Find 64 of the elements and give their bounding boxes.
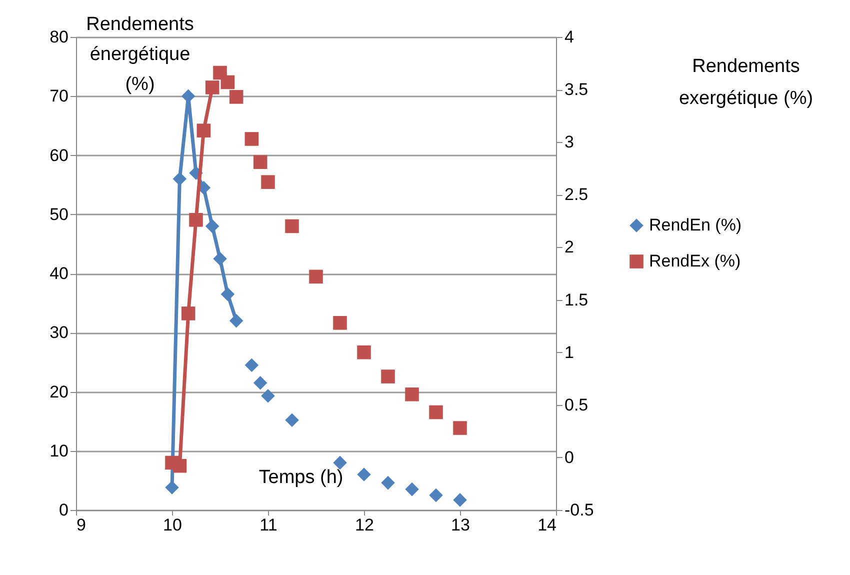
y-tick-label: 60 — [50, 146, 68, 165]
legend-label: RendEn (%) — [649, 216, 742, 234]
y-tick-label: 80 — [50, 28, 68, 46]
point — [229, 314, 244, 328]
x-tick-label: 13 — [451, 516, 470, 534]
point — [172, 172, 187, 186]
point — [220, 287, 235, 302]
y2-tick-label: 2 — [564, 238, 574, 257]
x-tick-label: 14 — [538, 516, 556, 534]
x-tick-label: 11 — [260, 516, 278, 534]
point — [285, 413, 299, 428]
point — [244, 358, 259, 372]
y2-tick-label: 3 — [564, 132, 574, 152]
point — [181, 306, 196, 320]
y2-tick-label: 3.5 — [564, 80, 588, 100]
y-tick-label: 30 — [50, 323, 68, 342]
point — [189, 213, 203, 227]
x-tick-label: 12 — [355, 516, 374, 534]
point — [253, 376, 268, 390]
point — [196, 124, 211, 138]
point — [309, 270, 323, 284]
y-axis-title: Rendements énergétique (%) — [86, 14, 194, 95]
point — [381, 370, 395, 384]
x-tick-label: 9 — [76, 516, 86, 534]
point — [453, 493, 467, 507]
legend-label: RendEx (%) — [649, 252, 741, 270]
point — [244, 132, 259, 146]
y2-tick-label: 2.5 — [564, 185, 588, 204]
y-tick-label: 50 — [50, 204, 68, 224]
y2-tick-label: -0.5 — [564, 500, 594, 520]
point — [229, 90, 244, 104]
y-tick-label: 0 — [59, 500, 68, 520]
y-tick-label: 10 — [50, 441, 68, 460]
x-tick-label: 10 — [163, 516, 182, 534]
y2-tick-label: 4 — [564, 28, 574, 46]
y-tick-label: 70 — [50, 86, 68, 106]
point — [333, 316, 347, 330]
point — [261, 388, 275, 403]
point — [172, 458, 187, 473]
point — [205, 219, 220, 234]
point — [357, 345, 371, 360]
y-tick-label: 40 — [50, 264, 68, 283]
y2-tick-label: 1 — [564, 342, 574, 362]
point — [381, 476, 395, 490]
point — [253, 155, 268, 169]
y2-axis-title: Rendements exergétique (%) — [678, 56, 814, 109]
point — [357, 468, 371, 482]
x-axis-title: Temps (h) — [258, 467, 344, 488]
point — [261, 175, 275, 189]
point — [429, 405, 443, 420]
y2-tick-label: 0.5 — [564, 395, 588, 414]
point — [405, 387, 419, 402]
point — [429, 488, 443, 502]
point — [165, 480, 179, 494]
point — [405, 482, 419, 496]
point — [453, 421, 467, 435]
point — [205, 80, 220, 94]
point — [333, 456, 347, 470]
y-tick-label: 20 — [50, 382, 68, 402]
point — [285, 219, 299, 234]
point — [213, 252, 227, 266]
point — [220, 75, 235, 90]
y2-tick-label: 1.5 — [564, 290, 588, 310]
y2-tick-label: 0 — [564, 448, 574, 467]
